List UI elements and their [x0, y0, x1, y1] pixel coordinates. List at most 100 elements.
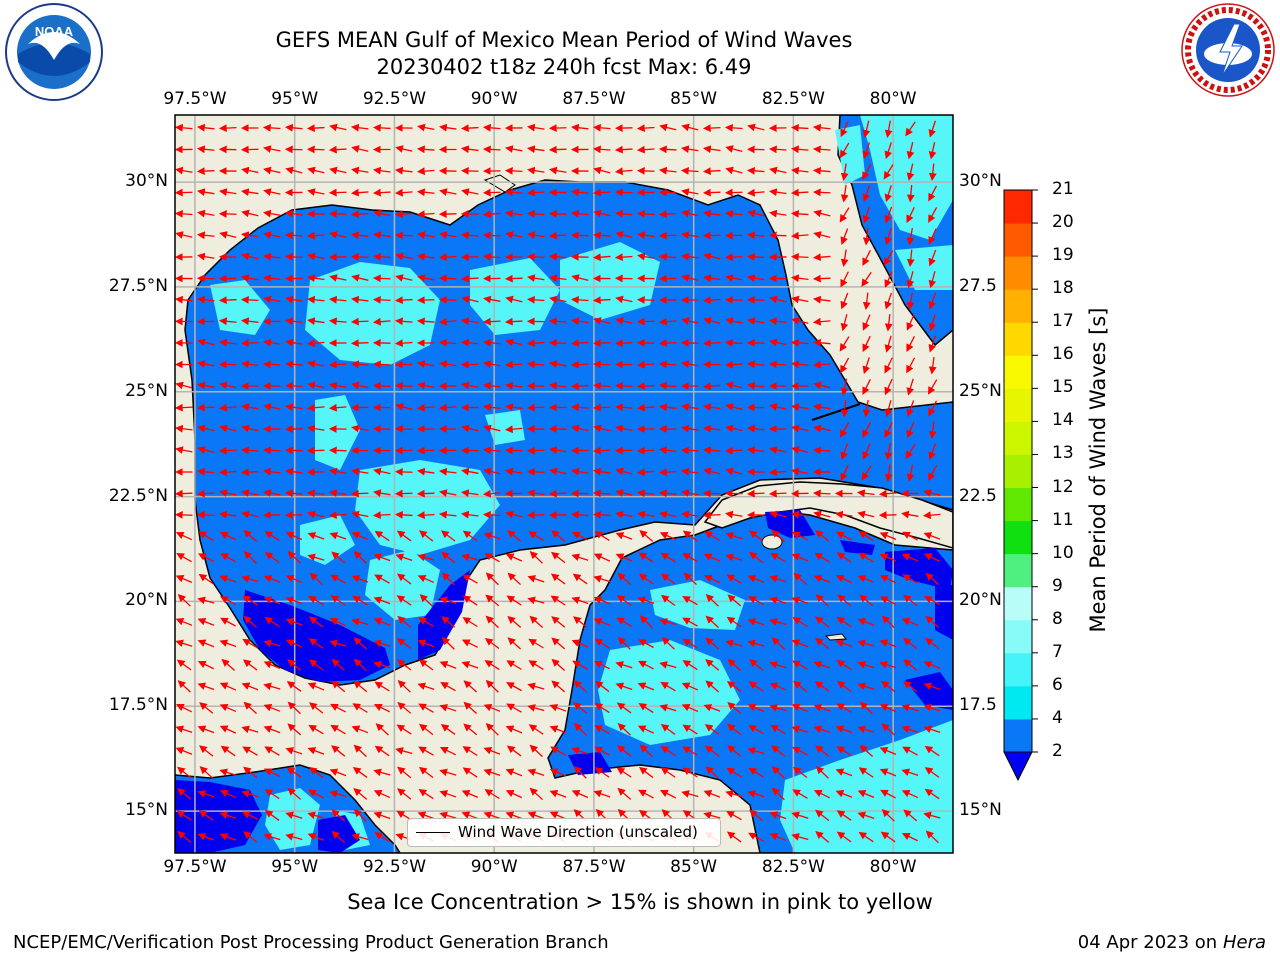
- wind-arrow: [928, 292, 937, 310]
- wind-arrow: [241, 274, 259, 282]
- wind-arrow: [373, 661, 391, 669]
- wind-arrow: [394, 468, 413, 476]
- wind-arrow: [197, 790, 215, 798]
- wind-arrow: [746, 424, 765, 433]
- colorbar-tick-label: 10: [1052, 542, 1074, 563]
- wind-arrow: [196, 145, 215, 154]
- wind-arrow: [372, 295, 391, 304]
- wind-arrow: [441, 636, 455, 650]
- wind-arrow: [592, 296, 611, 305]
- wind-arrow: [617, 723, 631, 736]
- wind-arrow: [309, 702, 324, 714]
- wind-arrow: [438, 274, 457, 283]
- wind-arrow: [526, 467, 545, 476]
- wind-arrow: [724, 123, 743, 132]
- wind-arrow: [461, 489, 479, 498]
- wind-arrow: [884, 357, 893, 374]
- wind-arrow: [812, 123, 831, 132]
- wind-arrow: [241, 790, 259, 798]
- wind-arrow: [768, 317, 787, 326]
- wind-arrow: [548, 339, 567, 347]
- wind-arrow: [284, 381, 303, 390]
- wind-arrow: [306, 339, 325, 348]
- wind-arrow: [373, 789, 391, 799]
- wind-arrow: [285, 467, 303, 476]
- wind-arrow: [484, 660, 500, 671]
- wind-arrow: [593, 317, 611, 325]
- wind-arrow: [197, 209, 215, 218]
- wind-arrow: [417, 553, 435, 562]
- wind-arrow: [196, 467, 215, 476]
- wind-arrow: [923, 682, 941, 691]
- wind-arrow: [594, 725, 610, 735]
- wind-arrow: [306, 295, 325, 304]
- wind-arrow: [373, 553, 391, 562]
- wind-arrow: [705, 680, 720, 693]
- wind-arrow: [724, 360, 743, 369]
- colorbar-bin: [1004, 652, 1032, 687]
- wind-arrow: [439, 489, 457, 497]
- wind-arrow: [884, 206, 893, 224]
- wind-arrow: [197, 618, 215, 626]
- wind-arrow: [638, 573, 654, 585]
- wind-arrow: [813, 789, 831, 799]
- wind-arrow: [769, 446, 787, 454]
- wind-arrow: [287, 723, 302, 736]
- wind-arrow: [307, 166, 325, 175]
- wind-arrow: [614, 381, 633, 390]
- wind-arrow: [861, 271, 872, 287]
- wind-arrow: [483, 747, 501, 755]
- wind-arrow: [529, 551, 543, 564]
- wind-arrow: [793, 572, 808, 585]
- wind-arrow: [527, 768, 545, 777]
- wind-arrow: [839, 336, 850, 352]
- wind-arrow: [862, 357, 871, 375]
- wind-arrow: [196, 510, 215, 519]
- wind-arrow: [638, 552, 654, 563]
- wind-arrow: [416, 317, 435, 326]
- wind-arrow: [374, 574, 390, 584]
- lat-label-right: 20°N: [959, 590, 1002, 611]
- wind-arrow: [220, 596, 236, 606]
- wind-arrow: [703, 467, 721, 476]
- wind-arrow: [241, 811, 259, 820]
- wind-arrow: [309, 572, 323, 586]
- wind-arrow: [416, 252, 435, 261]
- wind-arrow: [924, 788, 940, 800]
- wind-arrow: [571, 467, 589, 476]
- wind-arrow: [572, 531, 588, 541]
- wind-arrow: [263, 575, 281, 583]
- wind-arrow: [658, 468, 677, 477]
- wind-arrow: [906, 292, 915, 310]
- wind-arrow: [306, 231, 325, 240]
- wind-arrow: [307, 188, 325, 196]
- wind-arrow: [285, 639, 303, 648]
- wind-arrow: [373, 811, 391, 820]
- wind-arrow: [504, 360, 523, 369]
- wind-arrow: [263, 682, 281, 691]
- wind-arrow: [725, 532, 743, 540]
- wind-arrow: [592, 123, 611, 132]
- wind-arrow: [884, 464, 893, 483]
- wind-arrow: [638, 639, 654, 649]
- wind-arrow: [549, 768, 567, 777]
- wind-arrow: [551, 637, 566, 650]
- wind-arrow: [526, 360, 545, 369]
- wind-arrow: [857, 618, 875, 626]
- wind-arrow: [658, 210, 677, 219]
- wind-arrow: [923, 553, 941, 562]
- wind-arrow: [702, 167, 721, 176]
- wind-arrow: [928, 228, 937, 245]
- wind-arrow: [570, 123, 589, 132]
- wind-arrow: [526, 252, 545, 261]
- wind-arrow: [329, 639, 347, 648]
- wind-arrow: [372, 188, 391, 197]
- wind-arrow: [460, 510, 479, 519]
- colorbar-tick-label: 20: [1052, 212, 1074, 233]
- wind-arrow: [725, 639, 743, 648]
- wind-arrow: [571, 639, 589, 648]
- wind-arrow: [790, 338, 809, 347]
- wind-arrow: [636, 446, 655, 455]
- wind-arrow: [884, 120, 893, 138]
- wind-arrow: [636, 489, 655, 498]
